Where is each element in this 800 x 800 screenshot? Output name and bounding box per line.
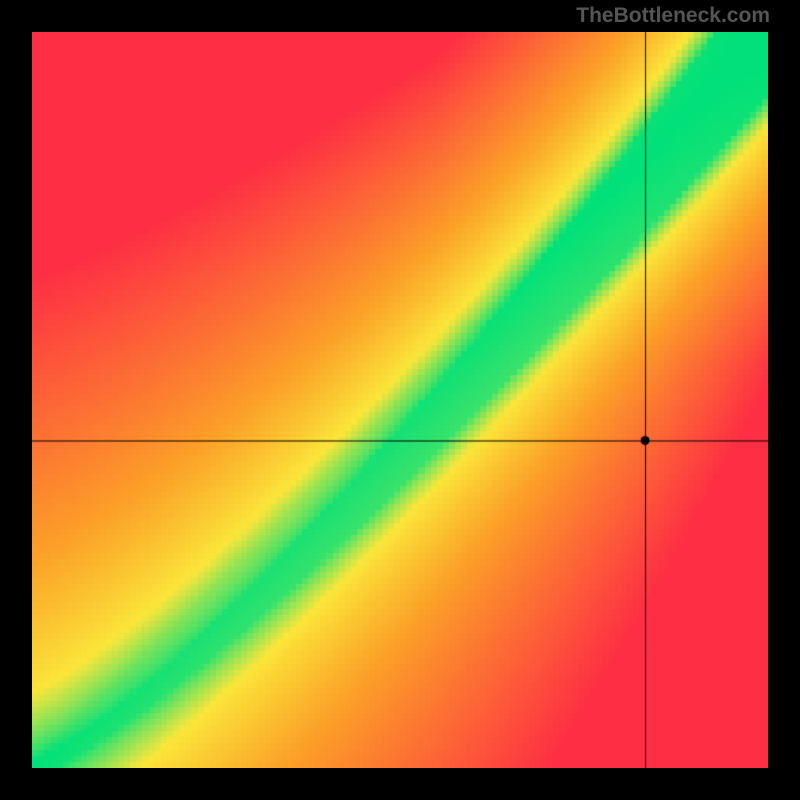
bottleneck-heatmap	[32, 32, 768, 768]
figure-container: TheBottleneck.com	[0, 0, 800, 800]
watermark-text: TheBottleneck.com	[576, 4, 770, 28]
